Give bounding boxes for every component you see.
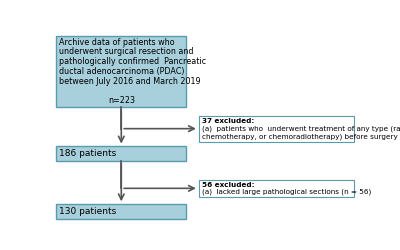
FancyBboxPatch shape: [56, 204, 186, 219]
Text: 186 patients: 186 patients: [59, 149, 116, 158]
Text: pathologically confirmed  Pancreatic: pathologically confirmed Pancreatic: [59, 57, 206, 66]
Text: (a)  lacked large pathological sections (n = 56): (a) lacked large pathological sections (…: [202, 188, 371, 195]
Text: n=223: n=223: [108, 96, 135, 105]
FancyBboxPatch shape: [199, 180, 354, 196]
FancyBboxPatch shape: [56, 146, 186, 161]
Text: 37 excluded:: 37 excluded:: [202, 118, 254, 124]
FancyBboxPatch shape: [56, 36, 186, 107]
FancyBboxPatch shape: [199, 116, 354, 142]
Text: 56 excluded:: 56 excluded:: [202, 182, 254, 188]
Text: 130 patients: 130 patients: [59, 207, 116, 216]
Text: underwent surgical resection and: underwent surgical resection and: [59, 48, 194, 56]
Text: ductal adenocarcinoma (PDAC): ductal adenocarcinoma (PDAC): [59, 67, 185, 76]
Text: (a)  patients who  underwent treatment of any type (radiotherapy,: (a) patients who underwent treatment of …: [202, 126, 400, 132]
Text: between July 2016 and March 2019: between July 2016 and March 2019: [59, 76, 201, 86]
Text: Archive data of patients who: Archive data of patients who: [59, 38, 175, 47]
Text: chemotherapy, or chemoradiotherapy) before surgery (n=37): chemotherapy, or chemoradiotherapy) befo…: [202, 133, 400, 140]
